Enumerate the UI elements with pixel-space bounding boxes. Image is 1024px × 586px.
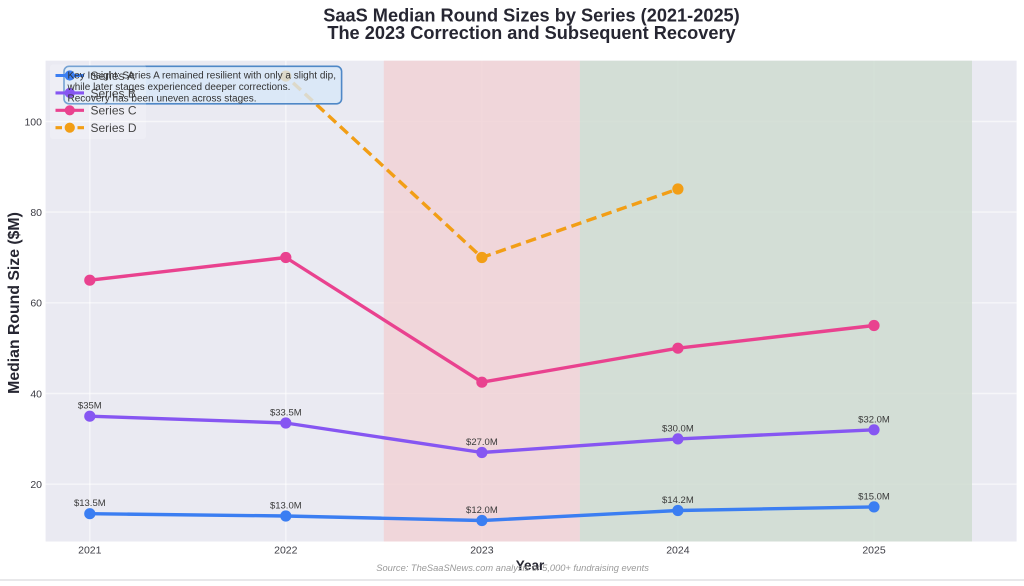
svg-text:2021: 2021 [78, 545, 102, 557]
svg-text:$15.0M: $15.0M [858, 491, 890, 502]
svg-text:$12.0M: $12.0M [466, 505, 498, 516]
svg-text:Year: Year [516, 558, 545, 573]
svg-text:80: 80 [30, 207, 42, 219]
svg-text:$27.0M: $27.0M [466, 437, 498, 448]
svg-text:$13.5M: $13.5M [74, 498, 106, 509]
svg-text:Series A: Series A [91, 69, 136, 83]
svg-text:$35M: $35M [78, 401, 102, 412]
svg-text:$14.2M: $14.2M [662, 495, 694, 506]
svg-text:2022: 2022 [274, 545, 298, 557]
svg-text:Key Insight: Series A remained: Key Insight: Series A remained resilient… [68, 71, 336, 82]
svg-text:60: 60 [30, 298, 42, 310]
svg-text:Source: TheSaaSNews.com analys: Source: TheSaaSNews.com analysis of 5,00… [376, 563, 649, 573]
svg-text:Series D: Series D [91, 121, 137, 135]
svg-text:Recovery has been uneven acros: Recovery has been uneven across stages. [68, 93, 257, 104]
svg-text:Series C: Series C [91, 104, 137, 118]
svg-text:SaaS Median Round Sizes by Ser: SaaS Median Round Sizes by Series (2021-… [323, 6, 739, 26]
svg-text:$13.0M: $13.0M [270, 501, 302, 512]
svg-text:$30.0M: $30.0M [662, 423, 694, 434]
svg-text:2024: 2024 [666, 545, 690, 557]
svg-text:20: 20 [30, 479, 42, 491]
svg-text:Median Round Size ($M): Median Round Size ($M) [6, 212, 23, 394]
svg-text:Series B: Series B [91, 86, 136, 100]
svg-text:The 2023 Correction and Subseq: The 2023 Correction and Subsequent Recov… [327, 23, 736, 43]
svg-text:40: 40 [30, 388, 42, 400]
svg-text:$33.5M: $33.5M [270, 408, 302, 419]
svg-text:100: 100 [24, 116, 42, 128]
svg-text:while later stages experienced: while later stages experienced deeper co… [67, 82, 291, 93]
svg-text:2025: 2025 [862, 545, 886, 557]
svg-text:2023: 2023 [470, 545, 494, 557]
svg-text:$32.0M: $32.0M [858, 414, 890, 425]
